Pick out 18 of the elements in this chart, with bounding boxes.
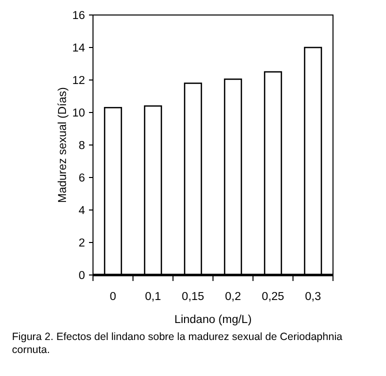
y-tick-label: 10 (72, 108, 85, 120)
y-tick-label: 4 (78, 205, 86, 217)
y-tick-label: 12 (72, 75, 85, 87)
x-tick-label: 0,2 (225, 291, 241, 303)
x-tick-label: 0,25 (262, 291, 284, 303)
y-axis-title: Madurez sexual (Días) (57, 86, 69, 203)
y-tick-label: 0 (78, 270, 85, 282)
y-tick-label: 2 (78, 238, 85, 250)
x-tick-label: 0,15 (182, 291, 204, 303)
x-tick-label: 0,1 (145, 291, 161, 303)
y-tick-label: 6 (78, 172, 85, 184)
x-tick-label: 0 (110, 291, 116, 303)
x-axis-title: Lindano (mg/L) (174, 314, 252, 326)
y-tick-label: 16 (72, 10, 85, 22)
y-tick-label: 14 (72, 42, 86, 54)
text: Figura 2. Efectos del lindano sobre la madurez sexual de Ceriodaphnia cornuta. (12, 331, 343, 356)
x-tick-label: 0,3 (305, 291, 321, 303)
y-tick-label: 8 (78, 140, 85, 152)
